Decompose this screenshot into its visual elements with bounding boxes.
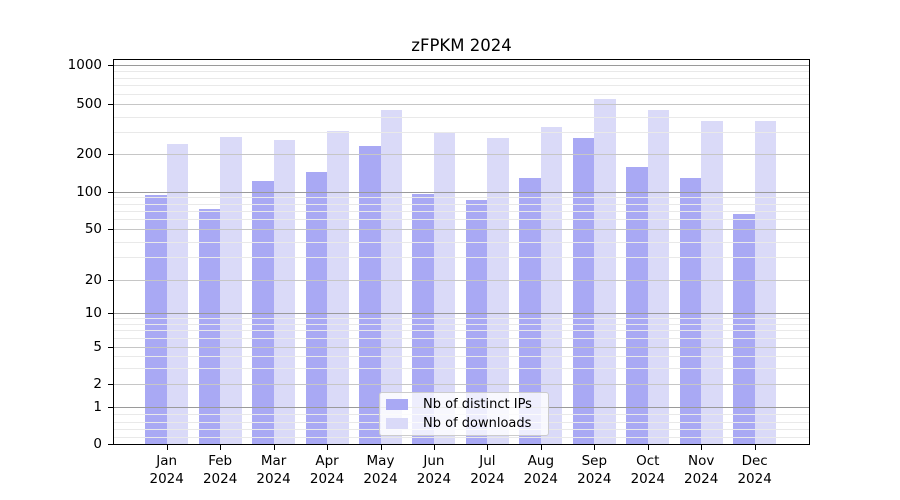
x-tick (647, 445, 649, 450)
bar-distinct-ips (626, 167, 648, 444)
x-tick (220, 445, 222, 450)
x-tick (701, 445, 703, 450)
chart-title: zFPKM 2024 (411, 36, 512, 55)
gridline (114, 77, 809, 79)
y-tick (108, 312, 113, 314)
x-tick-label: May 2024 (363, 453, 398, 487)
y-tick-label: 0 (93, 436, 102, 453)
bar-downloads (433, 131, 456, 444)
x-tick (433, 445, 435, 450)
bar-downloads (540, 126, 563, 444)
x-tick (380, 445, 382, 450)
legend-label: Nb of downloads (423, 415, 532, 431)
x-tick (166, 445, 168, 450)
x-tick-label: Dec 2024 (737, 453, 772, 487)
bar-distinct-ips (412, 194, 434, 444)
bar-downloads (647, 110, 670, 444)
bar-downloads (166, 143, 189, 444)
y-tick-label: 5 (93, 339, 102, 355)
y-tick-label: 100 (76, 183, 102, 200)
gridline (114, 116, 809, 118)
x-tick-label: Sep 2024 (577, 453, 612, 487)
x-tick-label: Mar 2024 (256, 453, 291, 487)
x-tick-label: Nov 2024 (684, 453, 719, 487)
x-tick-label: Jul 2024 (470, 453, 505, 487)
legend-label: Nb of distinct IPs (423, 397, 532, 413)
bar-downloads (380, 110, 402, 444)
bar-distinct-ips (519, 177, 541, 444)
y-tick-label: 2 (93, 376, 102, 392)
bar-distinct-ips (572, 137, 595, 444)
plot-area (108, 59, 810, 450)
y-tick (108, 444, 113, 446)
y-tick-label: 20 (84, 271, 102, 288)
bar-distinct-ips (305, 172, 328, 444)
bar-downloads (220, 137, 242, 444)
x-tick (273, 445, 275, 450)
bar-distinct-ips (252, 180, 274, 444)
bar-downloads (487, 137, 509, 444)
bar-downloads (594, 98, 616, 444)
legend: Nb of distinct IPs Nb of downloads (379, 392, 549, 436)
x-tick-label: Oct 2024 (630, 453, 665, 487)
legend-item: Nb of distinct IPs (386, 396, 542, 414)
gridline (114, 85, 809, 87)
y-tick (108, 279, 113, 281)
y-tick (108, 384, 113, 385)
x-tick (487, 445, 489, 450)
bar-distinct-ips (359, 146, 381, 444)
y-tick (108, 65, 113, 66)
gridline (114, 65, 809, 66)
bar-distinct-ips (733, 213, 755, 444)
legend-item: Nb of downloads (386, 414, 542, 432)
bar-distinct-ips (465, 199, 488, 444)
y-tick (108, 347, 113, 348)
bar-distinct-ips (198, 209, 221, 444)
bar-downloads (701, 121, 723, 444)
legend-swatch-downloads (386, 417, 408, 429)
y-tick (108, 104, 113, 106)
y-tick-label: 1 (93, 398, 102, 415)
bar-distinct-ips (145, 195, 167, 444)
y-tick-label: 500 (76, 96, 102, 113)
x-tick-label: Jan 2024 (149, 453, 184, 487)
legend-swatch-distinct-ips (386, 399, 408, 411)
y-tick (108, 406, 113, 408)
x-tick (594, 445, 596, 450)
gridline (114, 70, 809, 72)
y-tick (108, 191, 113, 193)
x-tick-label: Jun 2024 (416, 453, 452, 487)
y-tick-label: 200 (76, 146, 102, 163)
y-tick-label: 1000 (67, 57, 102, 73)
x-tick (327, 445, 329, 450)
x-tick (754, 445, 756, 450)
gridline (114, 104, 809, 106)
x-tick-label: Feb 2024 (202, 453, 238, 487)
y-tick-label: 50 (84, 221, 102, 238)
bar-downloads (754, 121, 777, 444)
bar-downloads (327, 130, 349, 444)
x-tick-label: Aug 2024 (523, 453, 559, 487)
y-tick-label: 10 (84, 304, 102, 321)
x-tick (540, 445, 542, 450)
y-tick (108, 154, 113, 156)
x-tick-label: Apr 2024 (309, 453, 345, 487)
y-tick (108, 229, 113, 231)
bar-distinct-ips (679, 177, 702, 444)
bar-downloads (273, 139, 296, 444)
gridline (114, 94, 809, 96)
